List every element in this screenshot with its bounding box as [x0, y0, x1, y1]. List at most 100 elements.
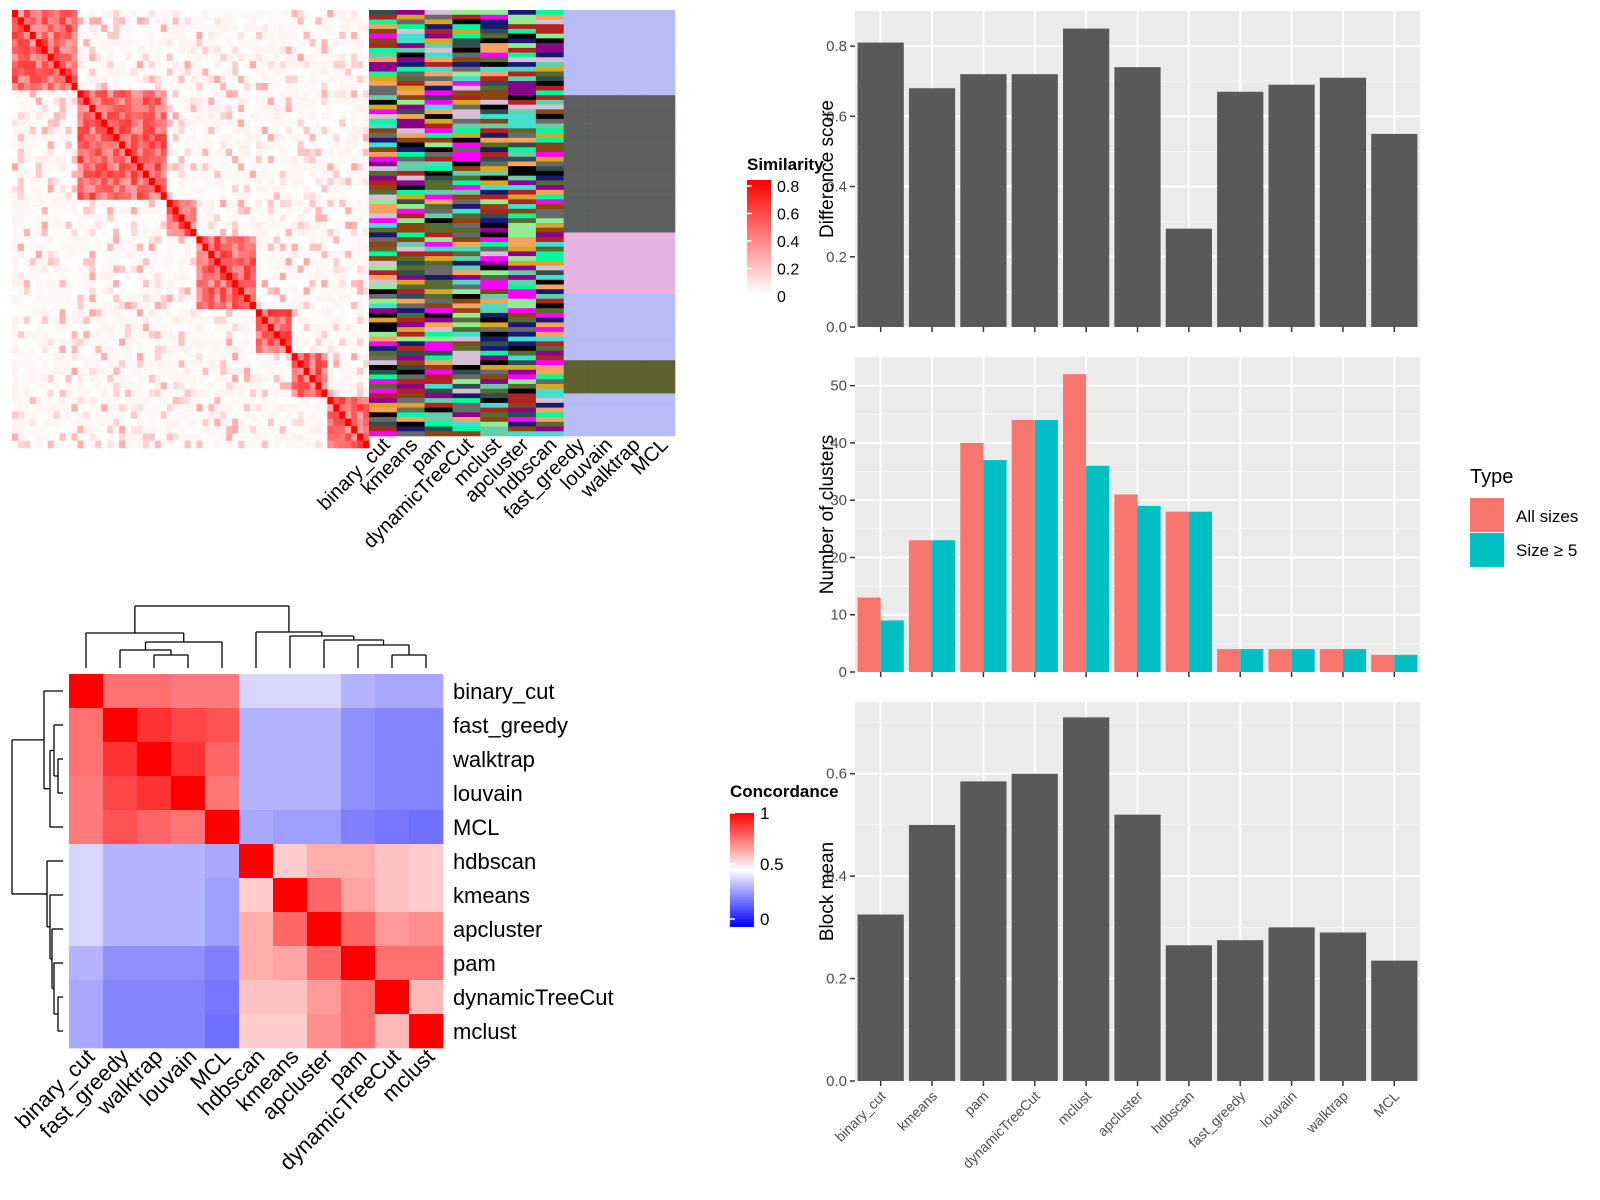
- similarity-cell: [166, 148, 173, 157]
- similarity-cell: [190, 426, 197, 434]
- concordance-cell: [69, 674, 104, 709]
- assignment-cell: [480, 270, 509, 276]
- similarity-cell: [196, 192, 203, 201]
- similarity-cell: [148, 418, 156, 427]
- similarity-cell: [190, 440, 197, 449]
- similarity-cell: [184, 353, 191, 361]
- assignment-cell: [563, 374, 592, 380]
- similarity-cell: [142, 17, 150, 25]
- concordance-cell: [137, 708, 172, 743]
- assignment-cell: [396, 374, 425, 380]
- similarity-cell: [136, 367, 144, 376]
- similarity-cell: [160, 126, 167, 135]
- similarity-cell: [255, 119, 263, 128]
- similarity-cell: [12, 112, 19, 120]
- similarity-cell: [190, 170, 197, 179]
- concordance-cell: [205, 912, 240, 947]
- similarity-cell: [119, 10, 126, 18]
- similarity-cell: [95, 294, 102, 303]
- similarity-cell: [89, 338, 96, 347]
- similarity-cell: [297, 31, 304, 40]
- assignment-cell: [591, 218, 620, 224]
- similarity-cell: [279, 39, 286, 47]
- similarity-cell: [178, 382, 185, 390]
- bar: [1165, 945, 1212, 1081]
- similarity-cell: [226, 214, 233, 222]
- similarity-cell: [208, 148, 215, 157]
- assignment-cell: [424, 180, 453, 186]
- similarity-cell: [77, 389, 84, 398]
- similarity-cell: [208, 112, 215, 120]
- similarity-cell: [101, 112, 108, 120]
- similarity-cell: [309, 221, 316, 230]
- similarity-cell: [65, 236, 72, 244]
- similarity-cell: [321, 17, 328, 25]
- assignment-cell: [452, 19, 481, 25]
- assignment-cell: [396, 204, 425, 210]
- similarity-cell: [232, 177, 239, 186]
- assignment-cell: [480, 166, 509, 172]
- similarity-cell: [208, 272, 215, 281]
- similarity-cell: [166, 258, 173, 266]
- similarity-cell: [196, 97, 203, 106]
- assignment-cell: [591, 118, 620, 124]
- similarity-cell: [23, 389, 31, 398]
- similarity-cell: [131, 75, 138, 84]
- similarity-cell: [244, 199, 251, 208]
- assignment-cell: [396, 66, 425, 72]
- similarity-cell: [125, 360, 132, 368]
- assignment-cell: [563, 213, 592, 219]
- similarity-cell: [357, 61, 364, 69]
- similarity-cell: [357, 90, 364, 98]
- similarity-cell: [160, 112, 167, 120]
- similarity-cell: [267, 177, 275, 186]
- similarity-cell: [291, 426, 298, 434]
- assignment-cell: [563, 52, 592, 58]
- similarity-cell: [71, 309, 78, 317]
- assignment-cell: [563, 109, 592, 115]
- similarity-cell: [363, 382, 370, 390]
- assignment-cell: [369, 327, 398, 333]
- assignment-cell: [396, 24, 425, 30]
- assignment-cell: [480, 412, 509, 418]
- similarity-cell: [327, 389, 334, 398]
- similarity-cell: [250, 119, 257, 128]
- assignment-cell: [647, 109, 676, 115]
- similarity-cell: [267, 236, 275, 244]
- similarity-cell: [303, 112, 310, 120]
- similarity-cell: [339, 382, 346, 390]
- similarity-cell: [101, 389, 108, 398]
- similarity-cell: [29, 294, 37, 303]
- similarity-cell: [291, 207, 298, 215]
- similarity-cell: [226, 280, 233, 288]
- assignment-cell: [396, 402, 425, 408]
- similarity-cell: [17, 39, 25, 47]
- similarity-cell: [363, 360, 370, 368]
- similarity-cell: [154, 177, 162, 186]
- similarity-cell: [148, 250, 156, 259]
- concordance-row-label: fast_greedy: [453, 713, 568, 738]
- similarity-cell: [17, 75, 25, 84]
- similarity-cell: [255, 236, 263, 244]
- assignment-cell: [480, 118, 509, 124]
- similarity-cell: [327, 75, 334, 84]
- assignment-cell: [563, 312, 592, 318]
- concordance-row-label: kmeans: [453, 883, 530, 908]
- similarity-cell: [131, 404, 138, 412]
- similarity-cell: [125, 90, 132, 98]
- similarity-cell: [35, 272, 43, 281]
- concordance-cell: [103, 1014, 138, 1049]
- similarity-cell: [53, 31, 60, 40]
- similarity-cell: [244, 207, 251, 215]
- assignment-cell: [424, 360, 453, 366]
- assignment-cell: [535, 294, 565, 300]
- similarity-cell: [89, 331, 96, 339]
- similarity-cell: [148, 17, 156, 25]
- similarity-cell: [345, 112, 352, 120]
- similarity-cell: [35, 156, 43, 164]
- assignment-cell: [535, 142, 565, 148]
- assignment-cell: [396, 398, 425, 404]
- similarity-cell: [166, 134, 173, 142]
- assignment-cell: [591, 43, 620, 49]
- cluster-assignment-heatmap: [369, 10, 676, 437]
